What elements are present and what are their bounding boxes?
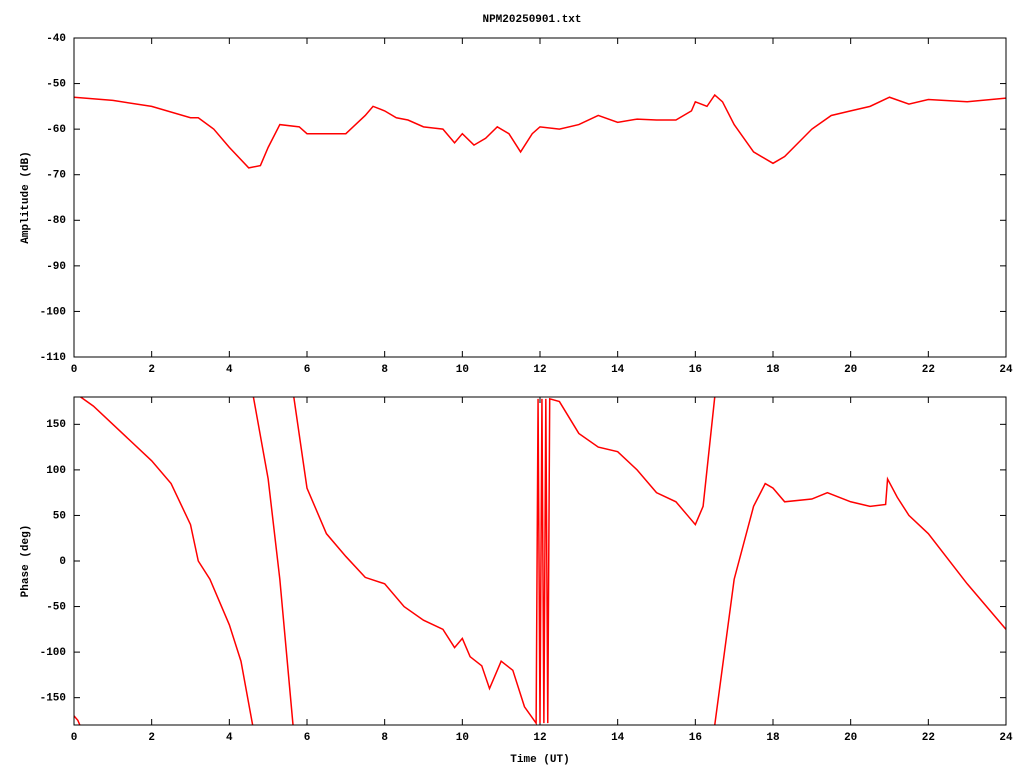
x-tick-label: 2 xyxy=(148,364,155,376)
x-tick-label: 14 xyxy=(611,364,625,376)
x-tick-label: 16 xyxy=(689,732,702,744)
x-tick-label: 0 xyxy=(71,364,78,376)
x-tick-label: 10 xyxy=(456,364,469,376)
y-tick-label: -80 xyxy=(46,215,66,227)
x-tick-label: 24 xyxy=(999,732,1013,744)
x-tick-label: 20 xyxy=(844,732,857,744)
y-tick-label: -110 xyxy=(40,352,66,364)
x-tick-label: 6 xyxy=(304,732,311,744)
x-tick-label: 18 xyxy=(766,364,780,376)
data-line xyxy=(73,93,1007,169)
y-tick-label: 0 xyxy=(59,556,66,568)
x-tick-label: 18 xyxy=(766,732,780,744)
y-tick-label: -60 xyxy=(46,124,66,136)
x-tick-label: 4 xyxy=(226,364,233,376)
y-tick-label: -100 xyxy=(40,306,66,318)
x-tick-label: 4 xyxy=(226,732,233,744)
x-tick-label: 22 xyxy=(922,732,935,744)
x-tick-label: 16 xyxy=(689,364,702,376)
y-tick-label: -70 xyxy=(46,170,66,182)
x-tick-label: 6 xyxy=(304,364,311,376)
x-tick-label: 2 xyxy=(148,732,155,744)
y-tick-label: 100 xyxy=(46,465,66,477)
x-tick-label: 0 xyxy=(71,732,78,744)
plot-frame xyxy=(73,37,1007,358)
y-tick-label: 150 xyxy=(46,419,66,431)
x-axis-label: Time (UT) xyxy=(510,754,569,766)
x-tick-label: 20 xyxy=(844,364,857,376)
y-axis-label: Amplitude (dB) xyxy=(20,151,32,243)
data-line xyxy=(73,396,1007,726)
x-tick-label: 14 xyxy=(611,732,625,744)
y-tick-label: -100 xyxy=(40,647,66,659)
x-tick-label: 8 xyxy=(381,364,388,376)
x-tick-label: 12 xyxy=(533,364,546,376)
y-axis-label: Phase (deg) xyxy=(20,525,32,598)
y-tick-label: -150 xyxy=(40,693,66,705)
y-tick-label: -90 xyxy=(46,261,66,273)
x-tick-label: 24 xyxy=(999,364,1013,376)
chart-title: NPM20250901.txt xyxy=(482,14,581,26)
y-tick-label: -50 xyxy=(46,78,66,90)
x-tick-label: 12 xyxy=(533,732,546,744)
plot-frame xyxy=(73,396,1007,726)
x-tick-label: 8 xyxy=(381,732,388,744)
y-tick-label: -50 xyxy=(46,601,66,613)
y-tick-label: -40 xyxy=(46,33,66,45)
x-tick-label: 10 xyxy=(456,732,469,744)
y-tick-label: 50 xyxy=(53,510,66,522)
x-tick-label: 22 xyxy=(922,364,935,376)
